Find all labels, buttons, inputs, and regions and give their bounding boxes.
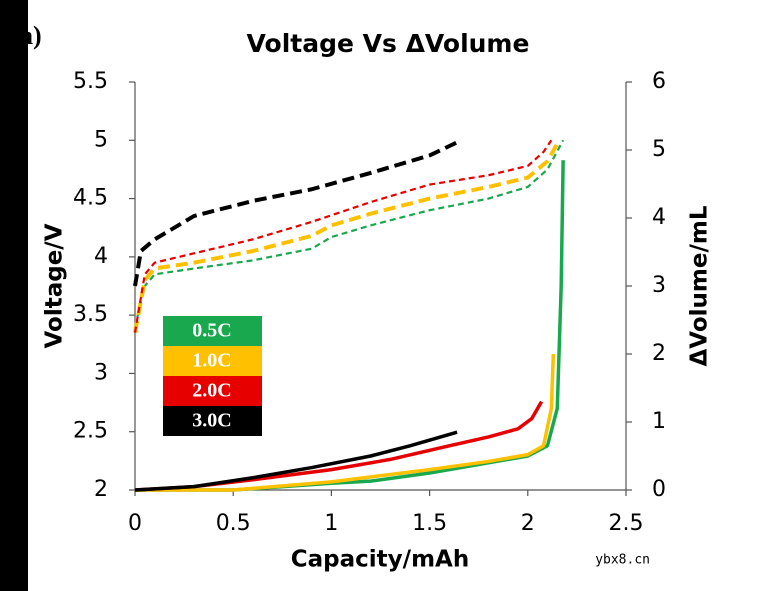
voltage-line xyxy=(133,139,565,328)
y-tick-label: 3.5 xyxy=(73,302,108,327)
y2-axis-title: ΔVolume/mL xyxy=(687,205,713,366)
axes: 0 0.5 1 1.5 2 2.5 2 2.5 3 3.5 4 4.5 5 5.5 0 1 2 3 4 5 6 xyxy=(73,69,666,536)
x-tick-label: 2.5 xyxy=(609,511,644,536)
y2-tick-label: 0 xyxy=(652,477,666,502)
panel-label: a) xyxy=(20,21,42,50)
y2-tick-label: 5 xyxy=(652,137,666,162)
x-tick-label: 0.5 xyxy=(216,511,251,536)
legend-swatch xyxy=(163,316,262,346)
y-tick-label: 5 xyxy=(94,127,108,152)
legend-swatch xyxy=(163,406,262,436)
legend-label: 0.5C xyxy=(192,320,231,342)
y2-tick-label: 3 xyxy=(652,273,666,298)
voltage-line xyxy=(133,139,561,333)
x-tick-label: 0 xyxy=(128,511,142,536)
y2-tick-label: 4 xyxy=(652,205,666,230)
x-tick-label: 2 xyxy=(521,511,535,536)
x-tick-label: 1.5 xyxy=(412,511,447,536)
legend-label: 2.0C xyxy=(192,380,231,402)
y-tick-label: 4 xyxy=(94,244,108,269)
y-tick-label: 2 xyxy=(94,477,108,502)
volume-line xyxy=(134,430,458,492)
y-axis-title: Voltage/V xyxy=(42,223,68,348)
y2-tick-label: 2 xyxy=(652,341,666,366)
legend-swatch xyxy=(163,346,262,376)
chart-title: Voltage Vs ΔVolume xyxy=(247,29,530,58)
x-tick-label: 1 xyxy=(324,511,338,536)
legend-label: 1.0C xyxy=(192,350,231,372)
volume-line xyxy=(135,353,556,492)
y2-tick-label: 1 xyxy=(652,409,666,434)
plot-area xyxy=(133,139,565,492)
side-bar xyxy=(0,0,28,591)
x-axis-title: Capacity/mAh xyxy=(291,547,469,573)
y-tick-label: 5.5 xyxy=(73,69,108,94)
legend-swatch xyxy=(163,376,262,406)
legend: 0.5C 1.0C 2.0C 3.0C xyxy=(163,316,262,436)
voltage-line xyxy=(133,139,553,333)
watermark: ybx8.cn xyxy=(595,553,650,568)
y-tick-label: 3 xyxy=(94,360,108,385)
y2-tick-label: 6 xyxy=(652,69,666,94)
y-tick-label: 4.5 xyxy=(73,186,108,211)
voltage-line xyxy=(133,139,460,287)
y-tick-label: 2.5 xyxy=(73,419,108,444)
legend-label: 3.0C xyxy=(192,410,231,432)
